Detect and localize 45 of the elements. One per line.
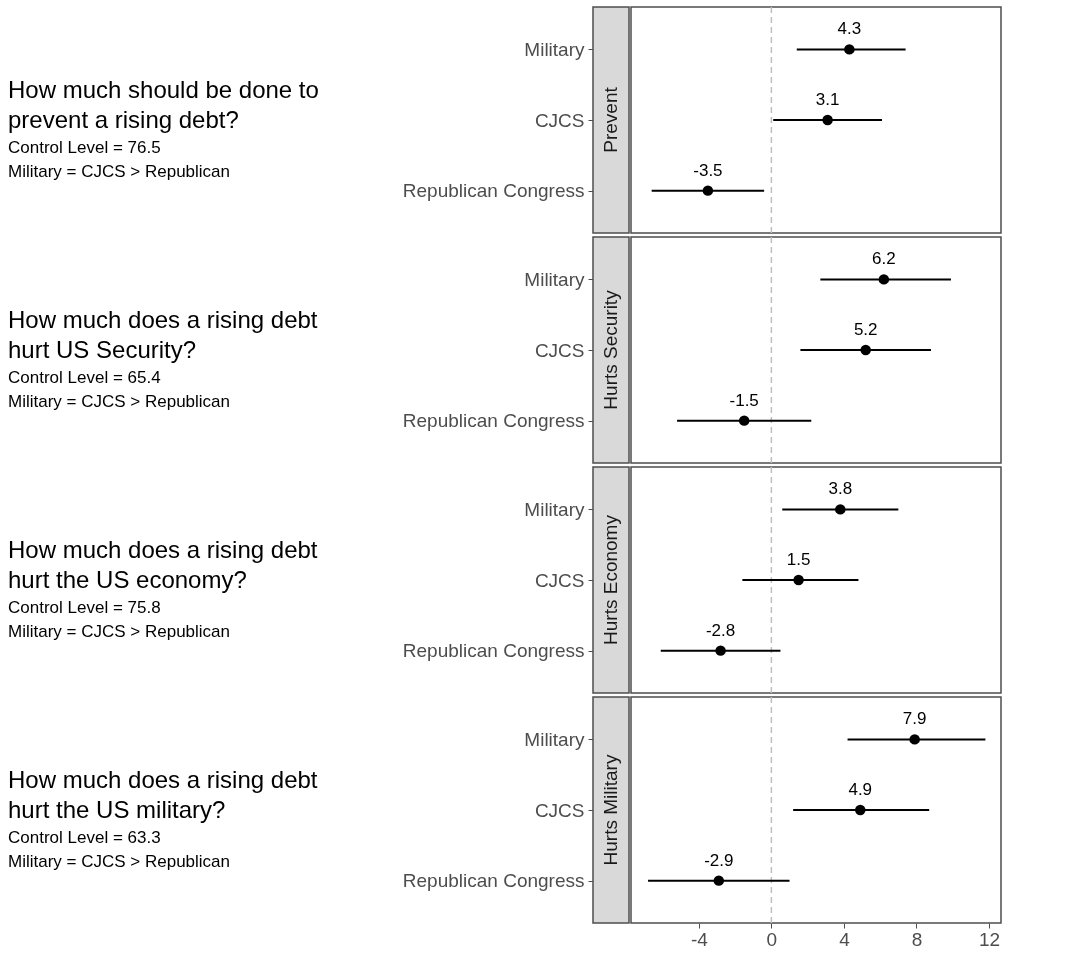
text: Hurts Economy [600,514,621,645]
y-tick-label: Military [524,728,585,750]
text: Control Level = 75.8 [8,598,161,617]
data-label: -3.5 [693,160,723,180]
data-label: 1.5 [786,550,811,569]
x-tick-label: 12 [978,928,1001,950]
data-label: 3.1 [815,90,840,109]
text: Control Level = 63.3 [8,828,161,847]
y-tick-label: Republican Congress [402,870,585,892]
text: Hurts Military [600,754,621,866]
text: Hurts Security [600,289,621,410]
data-label: 5.2 [853,320,878,339]
data-label: 7.9 [902,709,927,729]
y-tick-label: Military [524,268,585,290]
y-tick-label: Republican Congress [402,180,585,202]
text: How much should be done to prevent a rising debt? [8,76,319,133]
data-label: 6.2 [872,249,896,269]
text: Prevent [600,86,621,153]
text: Military = CJCS > Republican [8,392,231,411]
text: Control Level = 65.4 [8,368,161,387]
data-label: 4.9 [848,780,873,799]
x-tick-label: 0 [766,928,778,950]
text: Military = CJCS > Republican [8,162,231,181]
text: Control Level = 76.5 [8,138,161,157]
x-tick-label: 4 [839,928,851,950]
text: How much does a rising debt hurt the US military? [8,766,318,823]
y-tick-label: CJCS [534,569,585,591]
data-label: -1.5 [729,390,759,410]
data-label: -2.8 [705,620,736,640]
text: How much does a rising debt hurt the US economy? [8,536,318,593]
y-tick-label: Republican Congress [402,410,585,432]
text: How much does a rising debt hurt US Security? [8,306,318,363]
x-tick-label: -4 [690,928,709,950]
y-tick-label: CJCS [534,339,585,361]
text: Military = CJCS > Republican [8,622,231,641]
y-tick-label: CJCS [534,799,585,821]
data-label: -2.9 [704,850,734,870]
data-label: 3.8 [828,479,853,499]
y-tick-label: Republican Congress [402,640,585,662]
data-label: 4.3 [837,19,862,39]
y-tick-label: Military [524,498,585,520]
text: Military = CJCS > Republican [8,852,231,871]
y-tick-label: CJCS [534,109,585,131]
y-tick-label: Military [524,38,585,60]
x-tick-label: 8 [911,928,923,950]
